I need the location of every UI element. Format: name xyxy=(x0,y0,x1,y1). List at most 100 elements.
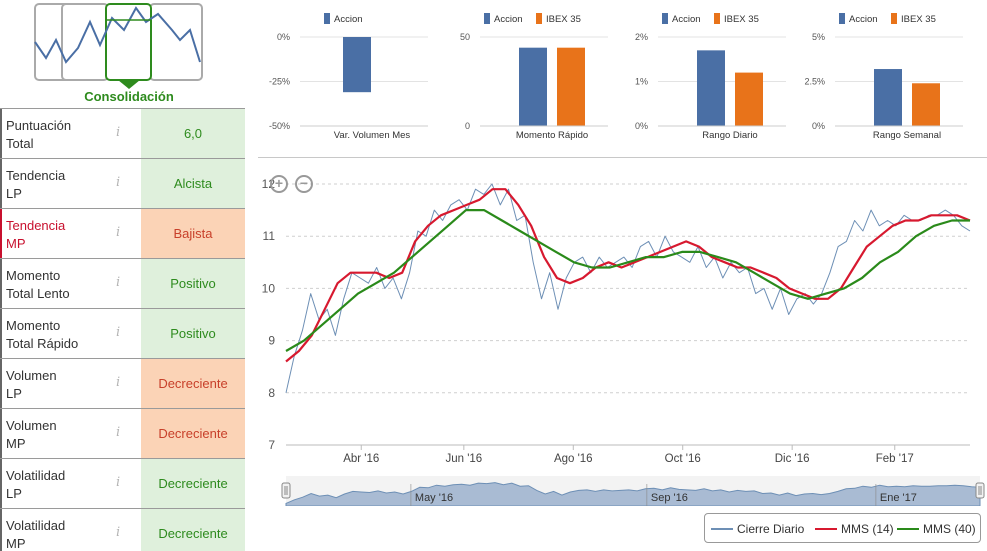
navigator-svg: May '16 Sep '16 Ene '17 xyxy=(281,476,985,507)
y-tick-label: 50 xyxy=(460,32,470,42)
y-tick-label: 0 xyxy=(465,121,470,131)
y-tick-label: 9 xyxy=(268,334,275,348)
y-tick-label: 10 xyxy=(262,281,276,295)
indicator-label-line1: Momento xyxy=(6,268,61,283)
indicator-row: Tendencia MP i Bajista xyxy=(0,208,245,259)
navigator-left-handle[interactable] xyxy=(281,482,291,499)
x-tick-label: Jun '16 xyxy=(445,453,482,465)
indicator-label-line1: Momento xyxy=(6,318,61,333)
indicator-row: Tendencia LP i Alcista xyxy=(0,158,245,209)
indicator-label-line2: LP xyxy=(6,386,22,401)
x-tick-label: Feb '17 xyxy=(876,453,914,465)
indicator-label-line2: MP xyxy=(6,236,26,251)
legend-item-mms40[interactable]: MMS (40) xyxy=(897,522,976,536)
legend-label-mms40: MMS (40) xyxy=(923,522,976,536)
legend-label: Accion xyxy=(334,14,363,25)
indicator-row: Volatilidad LP i Decreciente xyxy=(0,458,245,509)
legend-swatch xyxy=(484,13,490,24)
bar-accion xyxy=(519,47,547,126)
navigator-tick-label: May '16 xyxy=(415,492,453,504)
indicator-label-line2: MP xyxy=(6,436,26,451)
navigator-tick-label: Sep '16 xyxy=(651,492,688,504)
chart-title: Var. Volumen Mes xyxy=(334,130,411,141)
indicator-value: Positivo xyxy=(141,259,245,309)
consolidation-logo xyxy=(0,0,245,108)
x-tick-label: Ago '16 xyxy=(554,453,593,465)
chart-legend: Cierre Diario MMS (14) MMS (40) xyxy=(704,513,981,543)
legend-swatch xyxy=(714,13,720,24)
indicator-row: Momento Total Rápido i Positivo xyxy=(0,308,245,359)
legend-label: Accion xyxy=(494,14,523,25)
info-icon[interactable]: i xyxy=(116,475,121,490)
y-tick-label: 0% xyxy=(812,121,825,131)
indicator-label-line2: LP xyxy=(6,186,22,201)
info-icon[interactable]: i xyxy=(116,375,121,390)
chart-title: Momento Rápido xyxy=(516,130,588,141)
indicator-row: Momento Total Lento i Positivo xyxy=(0,258,245,309)
zoom-in-icon[interactable]: + xyxy=(270,175,288,193)
zoom-out-icon[interactable]: − xyxy=(295,175,313,193)
y-tick-label: 11 xyxy=(263,229,276,243)
y-tick-label: -25% xyxy=(269,77,290,87)
bar-accion xyxy=(697,50,725,126)
legend-item-mms14[interactable]: MMS (14) xyxy=(815,522,894,536)
series-mms-40 xyxy=(285,208,970,352)
info-icon[interactable]: i xyxy=(116,325,121,340)
legend-swatch xyxy=(536,13,542,24)
indicator-label-line2: Total Rápido xyxy=(6,336,79,351)
indicator-value: Decreciente xyxy=(141,459,245,509)
mini-bar-chart: 2% 1% 0% Accion IBEX 35 Rango Diario xyxy=(635,13,786,141)
indicator-label-line1: Tendencia xyxy=(6,168,66,183)
legend-item-cierre[interactable]: Cierre Diario xyxy=(711,522,804,536)
bar-ibex xyxy=(912,83,940,126)
indicator-value: Decreciente xyxy=(141,409,245,459)
info-icon[interactable]: i xyxy=(116,225,121,240)
chart-title: Rango Diario xyxy=(702,130,757,141)
indicator-label-line1: Volumen xyxy=(6,418,57,433)
bar-accion xyxy=(343,37,371,93)
indicator-row: Volumen LP i Decreciente xyxy=(0,358,245,409)
indicator-label: Volatilidad LP xyxy=(0,459,141,509)
info-icon[interactable]: i xyxy=(116,275,121,290)
chart-title: Rango Semanal xyxy=(873,130,941,141)
indicator-value: Alcista xyxy=(141,159,245,209)
indicator-label: Tendencia LP xyxy=(0,159,141,209)
indicator-label: Momento Total Lento xyxy=(0,259,141,309)
y-tick-label: 8 xyxy=(268,386,275,400)
chart-navigator[interactable]: May '16 Sep '16 Ene '17 xyxy=(276,476,987,507)
info-icon[interactable]: i xyxy=(116,525,121,540)
price-chart: 12 11 10 9 8 7 Abr '16 Jun '16 Ago '16 Oct '16 Dic… xyxy=(258,165,987,475)
x-tick-label: Oct '16 xyxy=(665,453,701,465)
y-tick-label: 2% xyxy=(635,32,648,42)
indicator-label: Volatilidad MP xyxy=(0,509,141,551)
indicator-label-line2: LP xyxy=(6,486,22,501)
indicator-value: Decreciente xyxy=(141,359,245,409)
indicator-label: Tendencia MP xyxy=(0,209,141,259)
indicator-label-line1: Tendencia xyxy=(6,218,66,233)
indicator-value: Bajista xyxy=(141,209,245,259)
indicator-row: Puntuación Total i 6,0 xyxy=(0,108,245,159)
consolidation-logo-graphic xyxy=(34,3,203,89)
indicator-row: Volatilidad MP i Decreciente xyxy=(0,508,245,551)
info-icon[interactable]: i xyxy=(116,175,121,190)
series-mms-14 xyxy=(285,188,971,363)
x-tick-label: Abr '16 xyxy=(343,453,379,465)
legend-swatch xyxy=(891,13,897,24)
consolidation-title: Consolidación xyxy=(84,89,174,104)
y-tick-label: 0% xyxy=(635,121,648,131)
info-icon[interactable]: i xyxy=(116,425,121,440)
mini-bar-chart: 5% 2.5% 0% Accion IBEX 35 Rango Semanal xyxy=(804,13,963,141)
indicator-table: Puntuación Total i 6,0 Tendencia LP i Alcista Te… xyxy=(0,108,245,551)
info-icon[interactable]: i xyxy=(116,125,121,140)
y-tick-label: 2.5% xyxy=(804,77,825,87)
legend-label: IBEX 35 xyxy=(724,14,759,25)
indicator-label: Momento Total Rápido xyxy=(0,309,141,359)
legend-label-cierre: Cierre Diario xyxy=(737,522,805,536)
navigator-right-handle[interactable] xyxy=(975,482,985,499)
indicator-label: Puntuación Total xyxy=(0,109,141,159)
mini-bar-chart: 0% -25% -50% Accion Var. Volumen Mes xyxy=(269,13,428,141)
indicator-label-line2: Total xyxy=(6,136,34,151)
legend-swatch xyxy=(324,13,330,24)
bar-ibex xyxy=(557,47,585,126)
